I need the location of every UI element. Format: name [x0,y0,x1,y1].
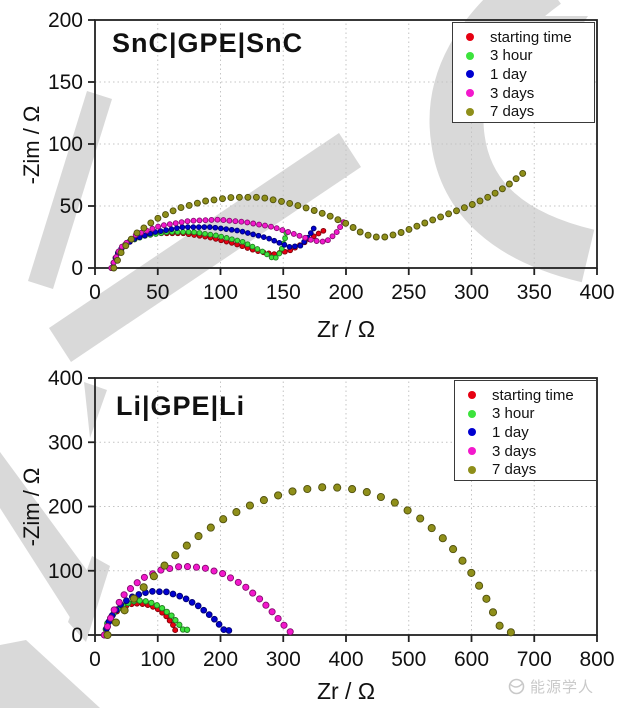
series-7-days [110,169,527,272]
x-tick-label: 350 [517,281,552,304]
legend-item: starting time [466,28,594,47]
x-tick-label: 300 [266,648,301,671]
bottom-chart-legend: starting time 3 hour 1 day 3 days 7 days [454,380,597,481]
legend-item: 3 days [466,84,594,103]
top-chart-legend: starting time 3 hour 1 day 3 days 7 days [452,22,595,123]
legend-marker-icon [466,107,474,116]
x-tick-label: 400 [328,648,363,671]
x-tick-label: 800 [579,648,614,671]
x-tick-label: 600 [454,648,489,671]
series-7-days [103,483,515,640]
y-tick-label: 150 [48,71,83,94]
x-tick-label: 700 [517,648,552,671]
x-tick-label: 150 [266,281,301,304]
y-tick-label: 0 [71,257,83,280]
x-tick-label: 50 [146,281,169,304]
top-chart: 0 50 100 150 200 250 300 350 400 0 50 100 150 200 [48,9,615,304]
y-tick-label: 50 [60,195,83,218]
watermark-stroke [0,452,100,630]
legend-item: starting time [468,386,596,405]
x-tick-label: 400 [579,281,614,304]
legend-item: 1 day [466,65,594,84]
x-tick-label: 200 [328,281,363,304]
x-tick-label: 0 [89,281,101,304]
legend-item: 3 hour [466,47,594,66]
x-tick-label: 100 [203,281,238,304]
y-tick-label: 200 [48,9,83,32]
x-tick-label: 500 [391,648,426,671]
top-x-axis-label: Zr / Ω [316,316,376,342]
legend-marker-icon [466,70,474,79]
legend-marker-icon [468,391,476,400]
watermark-stroke [28,91,112,289]
legend-marker-icon [468,465,476,474]
bottom-chart-title: Li|GPE|Li [116,391,246,421]
series-1-day [108,224,317,271]
x-tick-label: 300 [454,281,489,304]
series-3-days [100,563,294,639]
watermark-stroke [0,640,100,708]
x-tick-label: 0 [89,648,101,671]
watermark-logo-text: 能源学人 [530,679,595,696]
legend-item: 7 days [468,460,596,479]
legend-item: 3 days [468,442,596,461]
legend-item: 1 day [468,423,596,442]
watermark-logo: 能源学人 [508,676,594,697]
top-y-axis-label: -Zim / Ω [19,105,44,185]
legend-marker-icon [468,447,476,456]
legend-marker-icon [466,51,474,60]
y-tick-label: 0 [71,624,83,647]
bottom-y-axis-label: -Zim / Ω [19,467,44,547]
bottom-x-axis-label: Zr / Ω [316,678,376,704]
bottom-chart: 0 100 200 300 400 500 600 700 800 0 100 200 300 400 [48,367,615,671]
x-tick-label: 100 [140,648,175,671]
x-tick-label: 200 [203,648,238,671]
y-tick-label: 100 [48,133,83,156]
top-chart-title: SnC|GPE|SnC [112,28,304,58]
y-tick-label: 300 [48,431,83,454]
y-tick-label: 400 [48,367,83,390]
x-tick-label: 250 [391,281,426,304]
legend-item: 7 days [466,102,594,121]
legend-item: 3 hour [468,405,596,424]
legend-marker-icon [466,89,474,98]
legend-marker-icon [468,409,476,418]
y-tick-label: 200 [48,496,83,519]
legend-marker-icon [468,428,476,437]
y-tick-label: 100 [48,560,83,583]
watermark-stroke [68,556,110,642]
legend-marker-icon [466,33,474,42]
globe-icon [508,678,525,695]
